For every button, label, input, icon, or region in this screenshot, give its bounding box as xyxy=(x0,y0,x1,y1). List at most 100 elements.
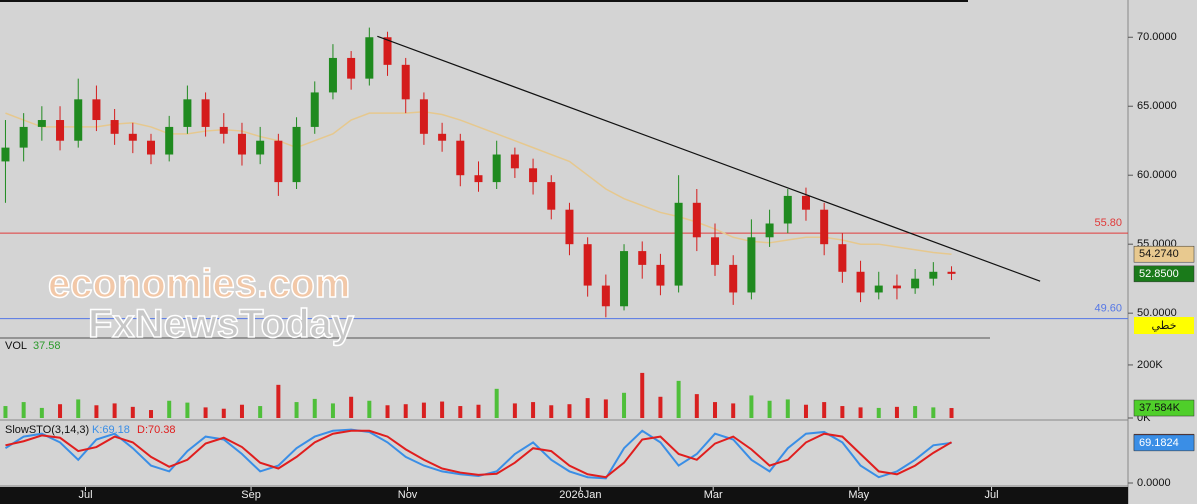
volume-bar xyxy=(167,400,172,418)
volume-bar xyxy=(731,403,736,418)
tag-box xyxy=(1134,317,1194,334)
candle-body xyxy=(529,168,538,183)
y-tick-label: 0.0000 xyxy=(1137,477,1171,489)
volume-bar xyxy=(349,396,354,418)
candle-body xyxy=(165,126,174,155)
volume-bar xyxy=(440,401,445,418)
x-tick-label: Sep xyxy=(241,489,261,501)
candle-body xyxy=(1,147,10,162)
candle-body xyxy=(583,244,592,286)
volume-bar xyxy=(330,403,335,418)
candle-body xyxy=(237,133,246,155)
candle-body xyxy=(801,195,810,210)
legend-entry: K:69.18 xyxy=(92,424,130,436)
legend-entry: D:70.38 xyxy=(137,424,176,436)
volume-bar xyxy=(512,403,517,418)
volume-bar xyxy=(494,388,499,418)
volume-bar xyxy=(767,400,772,418)
volume-bar xyxy=(658,396,663,418)
volume-bar xyxy=(276,384,281,418)
candle-body xyxy=(147,140,156,155)
moving-average xyxy=(5,110,952,255)
candle-body xyxy=(110,120,119,134)
y-tick-label: 200K xyxy=(1137,359,1163,371)
volume-bar xyxy=(749,395,754,418)
candle-body xyxy=(383,37,392,65)
candle-body xyxy=(365,37,374,79)
candle-body xyxy=(474,175,483,183)
candle-body xyxy=(692,202,701,238)
candle-body xyxy=(183,99,192,127)
stoch-line xyxy=(4,428,952,480)
x-tick-label: Nov xyxy=(398,489,418,501)
candle-body xyxy=(37,120,46,127)
volume-bar xyxy=(949,408,954,418)
volume-bar xyxy=(312,398,317,418)
candle-body xyxy=(419,99,428,134)
volume-bar xyxy=(258,406,263,418)
candle-body xyxy=(747,237,756,293)
price-last-label: 52.8500 xyxy=(1139,268,1179,280)
candle-body xyxy=(674,202,683,286)
candle-body xyxy=(856,271,865,293)
volume-last-label: 37.584K xyxy=(1139,402,1181,414)
volume-bar xyxy=(385,405,390,418)
candle-body xyxy=(274,140,283,183)
volume-bar xyxy=(294,402,299,418)
volume-bar xyxy=(221,408,226,418)
stoch-legend: SlowSTO(3,14,3) xyxy=(5,424,89,436)
candle-body xyxy=(328,57,337,93)
candle-body xyxy=(492,154,501,183)
volume-bar xyxy=(785,399,790,418)
volume-bar xyxy=(931,407,936,418)
x-tick-label: 2026Jan xyxy=(559,489,601,501)
volume-bar xyxy=(458,406,463,418)
volume-bar xyxy=(149,410,154,418)
volume-bar xyxy=(130,406,135,418)
volume-bar xyxy=(549,405,554,418)
volume-bar xyxy=(39,407,44,418)
candle-body xyxy=(838,244,847,272)
candle-body xyxy=(947,271,956,274)
price-last-label-box xyxy=(1133,265,1195,283)
stoch-last-label-box xyxy=(1133,434,1195,452)
candle-body xyxy=(401,64,410,100)
stoch-last-label: 69.1824 xyxy=(1139,437,1179,449)
volume-bar xyxy=(567,404,572,418)
candle-body xyxy=(19,126,28,148)
candle-body xyxy=(256,140,265,155)
top-bar xyxy=(0,0,968,2)
candle-body xyxy=(292,126,301,183)
volume-bar xyxy=(894,406,899,418)
stoch-line xyxy=(5,429,953,479)
candle-body xyxy=(711,237,720,265)
candle-body xyxy=(892,285,901,289)
y-tick-label: 60.0000 xyxy=(1137,169,1177,181)
candle-body xyxy=(547,182,556,210)
candle-body xyxy=(783,195,792,224)
y-tick-label: 50.0000 xyxy=(1137,307,1177,319)
candle-body xyxy=(92,99,101,121)
volume-bar xyxy=(112,403,117,418)
candle-body xyxy=(510,154,519,169)
candle-body xyxy=(310,92,319,127)
x-axis-band xyxy=(0,487,1128,504)
volume-bar xyxy=(603,399,608,418)
candle-body xyxy=(56,120,65,141)
volume-bar xyxy=(403,404,408,418)
volume-bar xyxy=(803,404,808,418)
candle-body xyxy=(438,133,447,141)
volume-bar xyxy=(713,402,718,418)
volume-bar xyxy=(876,407,881,418)
volume-bar xyxy=(185,402,190,418)
watermark: FxNewsToday xyxy=(88,302,355,346)
candle-body xyxy=(347,57,356,79)
volume-bar xyxy=(94,405,99,418)
y-tick-label: 70.0000 xyxy=(1137,31,1177,43)
volume-bar xyxy=(367,400,372,418)
candle-body xyxy=(74,99,83,141)
candle-body xyxy=(929,271,938,279)
volume-bar xyxy=(76,399,81,418)
x-tick-label: Jul xyxy=(78,489,92,501)
